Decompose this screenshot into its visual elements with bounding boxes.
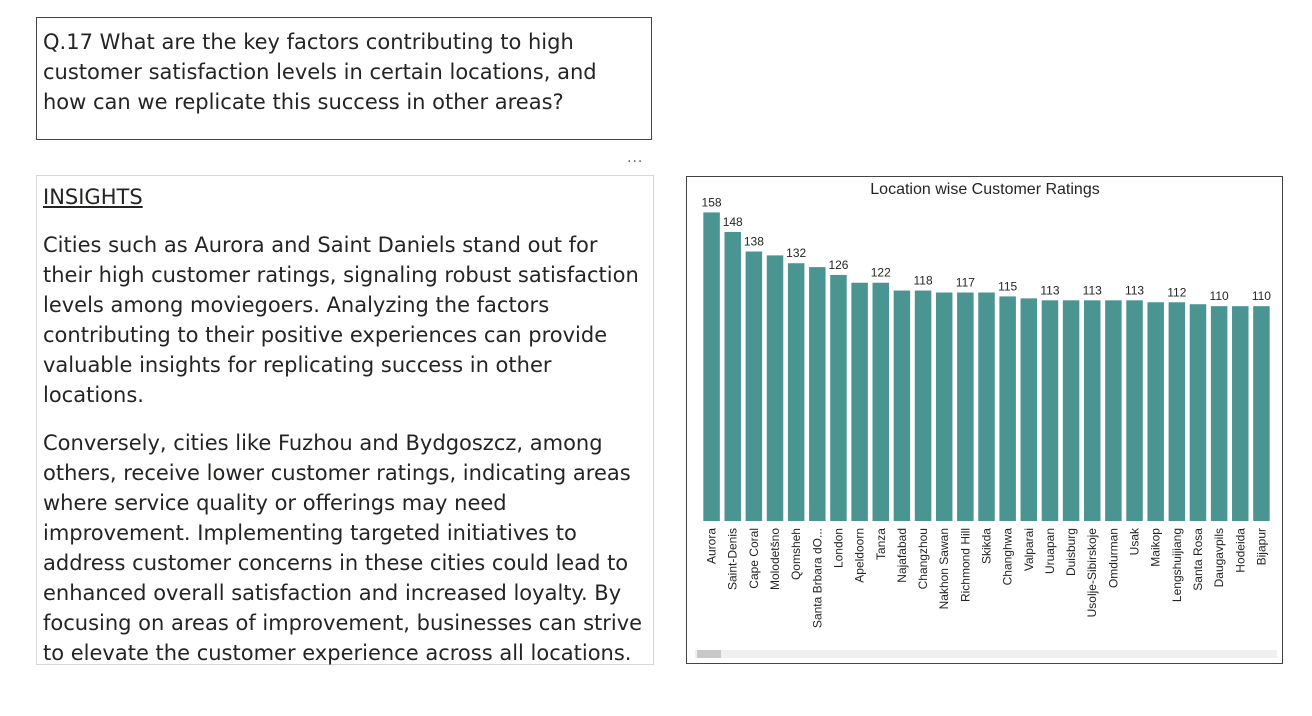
category-label-19: Omdurman — [1106, 528, 1120, 588]
bar-18[interactable] — [1083, 300, 1101, 521]
category-label-15: Valparai — [1022, 528, 1036, 571]
bar-7[interactable] — [851, 282, 868, 521]
category-label-14: Changhwa — [1001, 528, 1015, 586]
category-label-20: Usak — [1128, 527, 1142, 555]
category-label-4: Qomsheh — [789, 528, 803, 580]
category-label-23: Santa Rosa — [1191, 528, 1205, 591]
horizontal-scrollbar[interactable] — [695, 650, 1277, 658]
bar-23[interactable] — [1189, 304, 1207, 521]
data-label-24: 110 — [1210, 289, 1229, 303]
category-label-25: Hodeida — [1233, 528, 1247, 573]
bar-chart-svg: Location wise Customer Ratings 158 Aurora… — [702, 181, 1272, 628]
data-label-12: 117 — [956, 276, 975, 290]
bar-8[interactable] — [872, 282, 890, 521]
category-label-17: Duisburg — [1064, 528, 1078, 576]
insights-paragraph-2: Conversely, cities like Fuzhou and Bydgo… — [43, 431, 643, 665]
scrollbar-thumb[interactable] — [697, 650, 721, 658]
bar-22[interactable] — [1168, 302, 1186, 521]
category-label-5: Santa Brbara dO... — [810, 528, 824, 628]
bar-17[interactable] — [1062, 300, 1080, 521]
data-label-8: 122 — [871, 266, 891, 280]
bar-1[interactable] — [724, 231, 741, 521]
data-label-20: 113 — [1125, 283, 1144, 297]
category-label-2: Cape Coral — [747, 528, 761, 589]
data-label-2: 138 — [744, 234, 764, 248]
category-label-11: Nakhon Sawan — [937, 528, 951, 609]
insights-heading: INSIGHTS — [43, 185, 143, 209]
category-label-12: Richmond Hill — [958, 528, 972, 602]
insights-card: INSIGHTS Cities such as Aurora and Saint… — [36, 175, 654, 665]
category-label-26: Bijapur — [1254, 528, 1268, 565]
category-label-24: Daugavpils — [1212, 528, 1226, 587]
data-label-22: 112 — [1167, 285, 1186, 299]
data-label-4: 132 — [786, 246, 806, 260]
bar-5[interactable] — [809, 267, 826, 521]
data-label-14: 115 — [998, 279, 1017, 293]
data-label-1: 148 — [723, 215, 743, 229]
category-label-3: Molodetšno — [768, 528, 782, 590]
category-label-6: London — [831, 528, 845, 568]
bar-26[interactable] — [1253, 306, 1270, 521]
bar-16[interactable] — [1041, 300, 1059, 521]
category-label-13: Skikda — [980, 528, 994, 564]
data-label-18: 113 — [1083, 283, 1102, 297]
bar-0[interactable] — [703, 212, 720, 521]
question-text: Q.17 What are the key factors contributi… — [43, 30, 597, 114]
bar-9[interactable] — [893, 290, 911, 521]
chart-title: Location wise Customer Ratings — [870, 181, 1099, 198]
bar-12[interactable] — [957, 292, 974, 521]
data-label-10: 118 — [913, 274, 932, 288]
data-label-16: 113 — [1040, 283, 1059, 297]
category-label-18: Usolje-Sibirskoje — [1085, 528, 1099, 618]
bar-24[interactable] — [1210, 306, 1228, 521]
bar-4[interactable] — [787, 263, 805, 521]
bar-21[interactable] — [1147, 302, 1164, 521]
category-label-22: Lengshuijiang — [1170, 528, 1184, 602]
category-label-21: Maikop — [1149, 528, 1163, 567]
bar-14[interactable] — [999, 296, 1016, 521]
category-label-1: Saint-Denis — [726, 528, 740, 590]
category-label-16: Uruapan — [1043, 528, 1057, 574]
bar-13[interactable] — [978, 292, 995, 521]
category-label-10: Changzhou — [916, 528, 930, 589]
data-label-6: 126 — [828, 258, 848, 272]
insights-paragraph-1: Cities such as Aurora and Saint Daniels … — [43, 233, 639, 407]
question-card: Q.17 What are the key factors contributi… — [36, 17, 652, 140]
location-ratings-chart[interactable]: Location wise Customer Ratings 158 Aurora… — [686, 176, 1283, 664]
bar-15[interactable] — [1020, 298, 1038, 521]
bar-2[interactable] — [745, 251, 763, 521]
category-label-7: Apeldoorn — [853, 528, 867, 583]
bar-19[interactable] — [1105, 300, 1122, 521]
bar-6[interactable] — [830, 274, 847, 521]
bar-11[interactable] — [935, 292, 953, 521]
category-label-0: Aurora — [705, 528, 719, 564]
bar-3[interactable] — [766, 255, 784, 521]
data-label-26: 110 — [1252, 289, 1271, 303]
category-label-8: Tanza — [874, 528, 888, 560]
bar-25[interactable] — [1232, 306, 1249, 521]
more-options-icon[interactable]: ... — [627, 150, 644, 166]
bar-10[interactable] — [914, 290, 932, 521]
category-label-9: Najafabad — [895, 528, 909, 583]
bar-20[interactable] — [1126, 300, 1143, 521]
data-label-0: 158 — [702, 195, 722, 209]
